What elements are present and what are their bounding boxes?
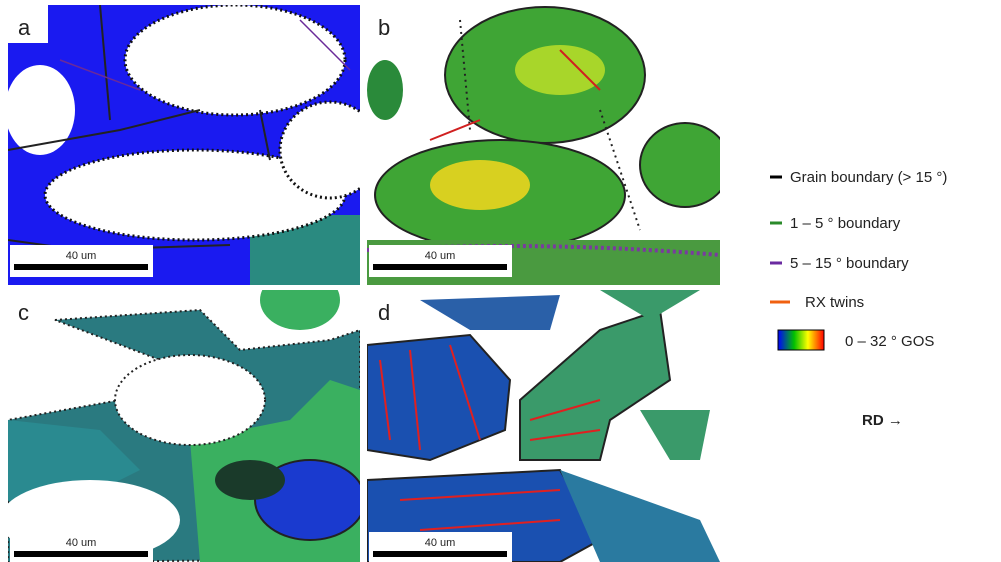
panel-b-map	[367, 5, 730, 285]
legend-gradient	[778, 330, 824, 350]
panel-label: c	[18, 300, 29, 325]
figure: a b c d 40 um 40 um 40 um 40 um Grain bo…	[0, 0, 1001, 562]
panel-label: b	[378, 15, 390, 40]
legend-label: Grain boundary (> 15 °)	[790, 169, 947, 186]
scale-bar-label: 40 um	[425, 250, 456, 262]
scale-bar-label: 40 um	[425, 537, 456, 549]
panel-a-map	[5, 5, 380, 285]
scale-bar-label: 40 um	[66, 250, 97, 262]
legend-label: 0 – 32 ° GOS	[845, 333, 934, 350]
panel-label: d	[378, 300, 390, 325]
panel-label: a	[18, 15, 31, 40]
legend-label: 5 – 15 ° boundary	[790, 255, 909, 272]
legend-label: 1 – 5 ° boundary	[790, 215, 901, 232]
direction-label: RD →	[862, 412, 903, 429]
legend-label: RX twins	[805, 294, 864, 311]
panel-d-map	[367, 290, 720, 562]
scale-bar-label: 40 um	[66, 537, 97, 549]
panel-c-map	[0, 270, 365, 562]
